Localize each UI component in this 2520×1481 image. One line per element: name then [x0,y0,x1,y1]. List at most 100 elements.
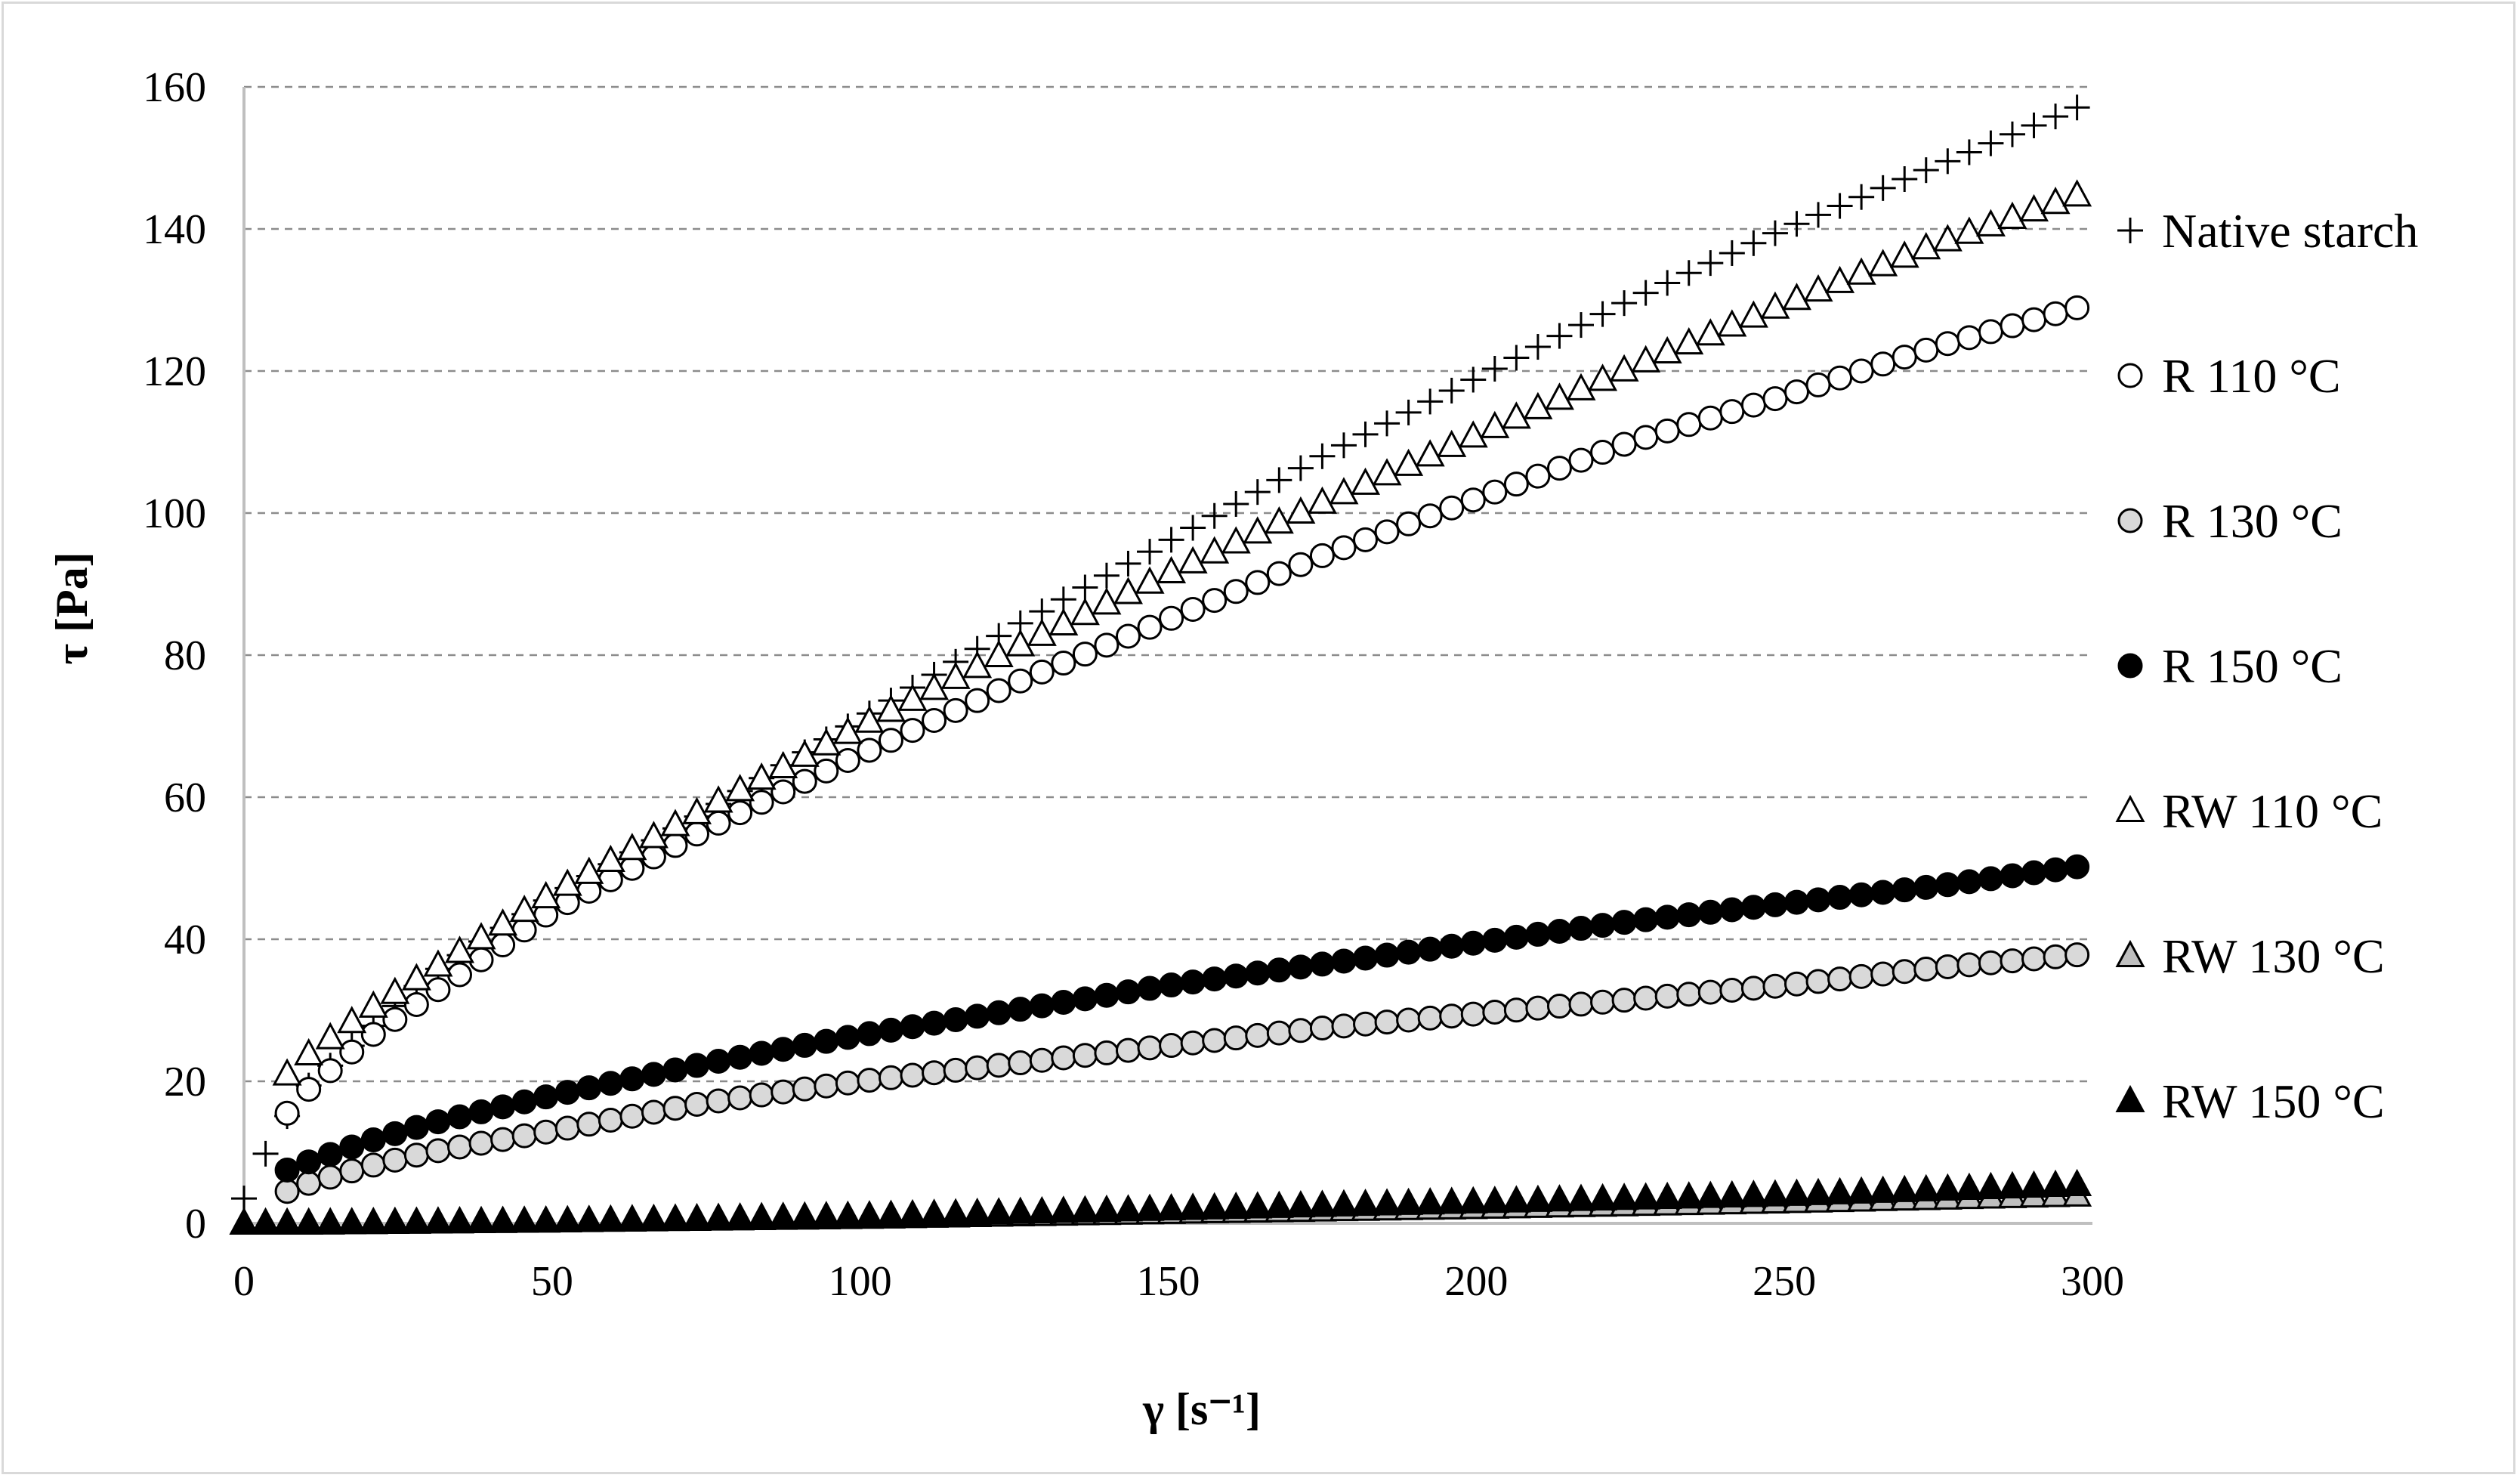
data-point [1072,986,1098,1012]
data-point [814,758,839,784]
data-point [1051,1045,1076,1071]
data-point [1738,1180,1768,1207]
data-point [1330,432,1357,459]
data-point [1503,472,1529,497]
data-point [1008,668,1033,694]
data-point [1932,224,1963,252]
legend-label: R 130 °C [2162,494,2342,548]
data-point [900,718,925,744]
data-point [1093,562,1119,589]
data-point [554,1115,580,1141]
data-point [727,1085,753,1111]
data-point [835,1070,860,1096]
data-point [574,856,604,884]
data-point [466,1205,496,1233]
data-point [1266,1020,1292,1046]
data-point [832,1200,863,1228]
data-point [771,1079,796,1105]
data-point [1525,921,1551,947]
data-point [382,1121,408,1146]
data-point [1372,458,1402,486]
data-point [1781,1178,1811,1206]
data-point [1695,1180,1725,1208]
data-point [1997,1170,2027,1198]
data-point [1137,1035,1163,1061]
marks [229,94,2092,1235]
legend-item: Native starch [2117,204,2418,258]
data-point [984,639,1014,667]
data-point [2040,1169,2071,1197]
data-point [1460,1001,1486,1027]
data-point [401,963,431,991]
data-point [1805,887,1831,913]
data-point [403,1142,429,1168]
data-point [965,1055,990,1081]
data-point [1870,880,1896,905]
data-point [1633,907,1659,932]
data-point [1740,895,1766,920]
data-point [1611,988,1637,1013]
data-point [1590,913,1616,938]
data-point [1633,425,1659,450]
data-point [641,1062,666,1087]
y-tick-label: 60 [164,775,206,821]
data-point [1740,230,1767,256]
data-point [274,1158,300,1183]
data-point [1674,1181,1704,1209]
data-point [1396,939,1422,965]
data-point [854,1200,885,1228]
data-point [382,1147,408,1173]
y-tick-label: 40 [164,917,206,963]
data-point [1954,216,1984,244]
data-point [746,762,777,790]
data-point [1115,1037,1141,1063]
data-point [1159,972,1184,998]
data-point [1631,345,1661,373]
data-point [706,1048,731,1074]
data-point [360,1022,386,1047]
data-point [574,1204,604,1232]
data-point [339,1039,365,1065]
data-point [1051,651,1076,676]
data-point [576,1075,602,1101]
data-point [380,1206,410,1234]
data-point [789,739,820,767]
data-point [1029,1047,1055,1073]
data-point [1135,1193,1165,1221]
data-point [1654,904,1680,930]
data-point [1566,1183,1596,1211]
data-point [1848,184,1875,210]
data-point [1158,527,1184,553]
data-point [1223,1025,1249,1051]
data-point [1827,193,1853,219]
data-point [2000,863,2025,889]
data-point [423,1206,453,1234]
data-point [294,1207,324,1235]
legend: Native starch R 110 °C R 130 °C R 150 °C RW … [2115,204,2418,1128]
data-point [1286,496,1316,524]
data-point [595,844,625,873]
data-point [1481,355,1508,382]
data-point [1331,948,1357,974]
data-point [1178,546,1208,574]
data-point [511,1089,537,1115]
data-point [1243,1191,1273,1219]
data-point [1503,345,1530,371]
data-point [2000,313,2025,339]
data-point [792,1032,817,1058]
data-point [1652,335,1682,363]
data-point [792,768,817,794]
data-point [1201,502,1228,529]
data-point [1956,869,1982,895]
data-point [835,747,860,773]
data-point [1590,440,1616,465]
data-point [660,1203,690,1231]
data-point [468,947,494,972]
data-point [1846,1176,1876,1204]
data-point [2043,857,2068,883]
data-point [922,1060,947,1086]
series-r-110-c [274,295,2090,1126]
data-point [1437,1186,1467,1214]
data-point [984,1197,1014,1225]
